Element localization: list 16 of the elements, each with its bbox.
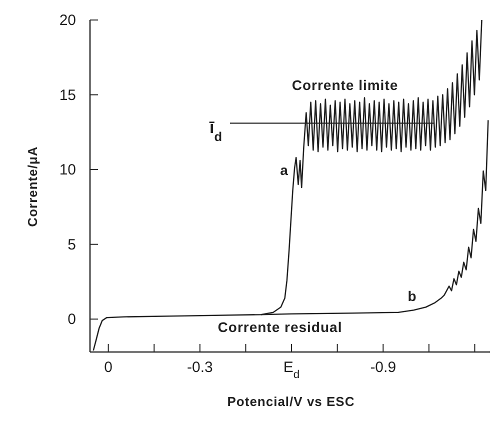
x-axis-title: Potencial/V vs ESC [226,394,356,409]
x-tick-label: 0 [104,359,112,376]
series-label: b [408,288,416,304]
y-tick-label: 0 [68,311,76,328]
x-tick-label: -0.9 [370,359,396,376]
y-axis-title: Corrente/μA [24,146,40,226]
ref-line-label: ī$_{d}$ [208,118,222,144]
series-label: a [280,162,288,178]
y-tick-label: 10 [59,162,76,179]
y-tick-label: 5 [68,236,76,254]
annotation: Corrente limite [292,77,398,93]
y-tick-label: 15 [59,86,76,104]
y-tick-label: 20 [59,12,76,29]
annotation: Corrente residual [218,319,342,335]
x-tick-label: E$_{d}$ [283,359,300,381]
x-tick-label: -0.3 [186,359,213,376]
